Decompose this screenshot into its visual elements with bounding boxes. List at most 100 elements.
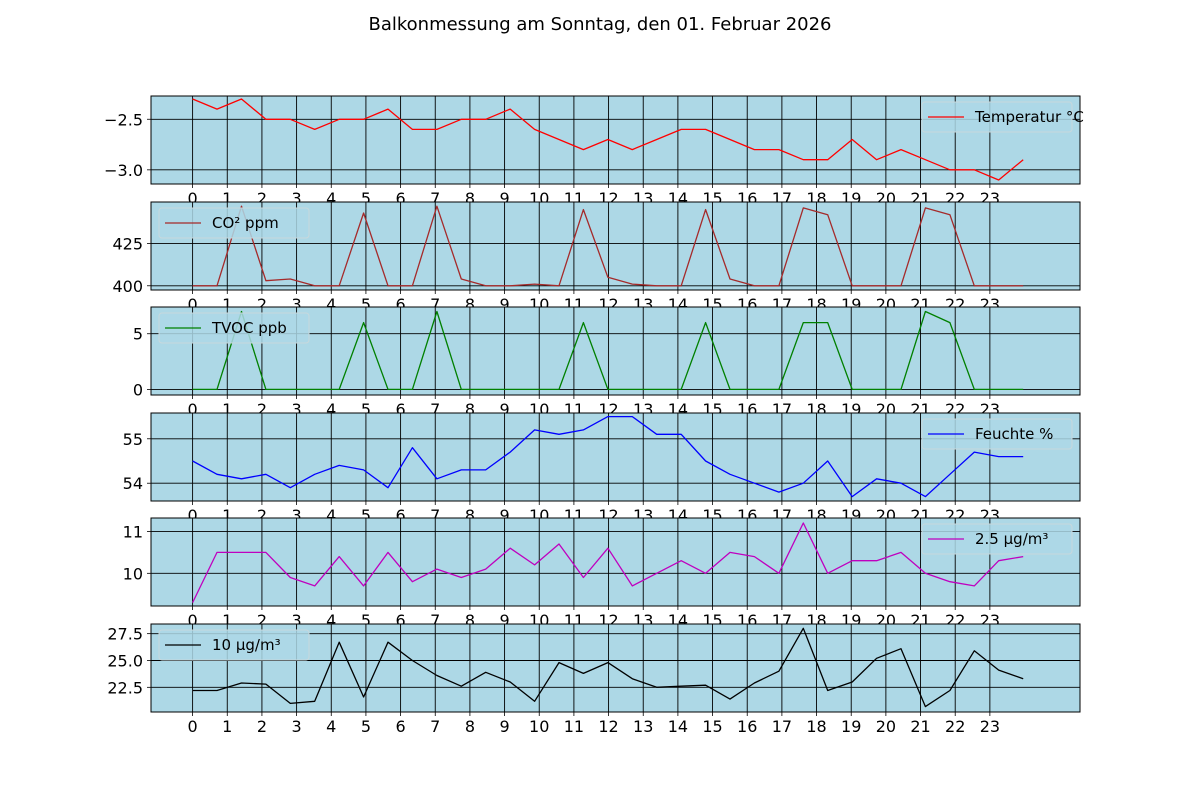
x-tick-label: 4 [326, 611, 336, 630]
x-tick-label: 1 [222, 189, 232, 208]
x-tick-label: 3 [291, 189, 301, 208]
x-tick-label: 7 [430, 189, 440, 208]
x-tick-label: 7 [430, 400, 440, 419]
x-tick-label: 22 [945, 717, 965, 736]
x-tick-label: 4 [326, 189, 336, 208]
legend: CO² ppm [158, 207, 310, 239]
x-tick-label: 8 [465, 717, 475, 736]
y-tick-label: 11 [123, 522, 143, 541]
x-tick-label: 0 [188, 400, 198, 419]
legend-label: CO² ppm [212, 214, 279, 232]
x-tick-label: 17 [772, 717, 792, 736]
x-tick-label: 15 [702, 717, 722, 736]
legend-box [921, 101, 1073, 133]
x-tick-label: 1 [222, 400, 232, 419]
axes-frame [150, 306, 1081, 396]
y-tick-label: 425 [112, 234, 143, 253]
x-tick-label: 21 [910, 717, 930, 736]
legend: 2.5 µg/m³ [921, 523, 1073, 555]
axes-frame [150, 201, 1081, 291]
legend-box [158, 207, 310, 239]
legend: Feuchte % [921, 418, 1073, 450]
y-tick-label: 25.0 [107, 651, 143, 670]
legend-label: TVOC ppb [211, 319, 287, 337]
x-tick-label: 9 [499, 189, 509, 208]
axes-frame [150, 623, 1081, 713]
y-tick-label: 54 [123, 474, 143, 493]
x-tick-label: 3 [291, 717, 301, 736]
legend-box [921, 523, 1073, 555]
x-tick-label: 5 [361, 400, 371, 419]
x-tick-label: 0 [188, 506, 198, 525]
x-tick-label: 3 [291, 400, 301, 419]
series-line [192, 205, 1024, 287]
y-tick-label: −2.5 [104, 110, 143, 129]
x-tick-label: 9 [499, 717, 509, 736]
x-tick-label: 1 [222, 717, 232, 736]
x-tick-label: 13 [633, 717, 653, 736]
x-tick-label: 12 [598, 717, 618, 736]
series-line [192, 627, 1024, 708]
y-tick-label: 55 [123, 430, 143, 449]
x-tick-label: 3 [291, 611, 301, 630]
x-tick-label: 4 [326, 400, 336, 419]
legend: Temperatur °C [921, 101, 1084, 133]
x-tick-label: 5 [361, 717, 371, 736]
x-tick-label: 0 [188, 611, 198, 630]
legend: 10 µg/m³ [158, 629, 310, 661]
y-tick-label: 22.5 [107, 678, 143, 697]
x-tick-label: 8 [465, 400, 475, 419]
x-tick-label: 5 [361, 295, 371, 314]
x-tick-label: 16 [737, 717, 757, 736]
subplot-4: 0 1 2 3 4 5 6 7 8 9 10 11 12 13 14 15 16 17 18 19 20 21 22 2355… [123, 412, 1081, 525]
axes-frame [150, 517, 1081, 607]
x-tick-label: 1 [222, 506, 232, 525]
x-tick-label: 2 [257, 400, 267, 419]
subplot-3: 0 1 2 3 4 5 6 7 8 9 10 11 12 13 14 15 16 17 18 19 20 21 22 2350… [133, 306, 1081, 419]
x-tick-label: 19 [841, 717, 861, 736]
x-tick-label: 23 [980, 717, 1000, 736]
x-tick-label: 8 [465, 611, 475, 630]
x-tick-label: 2 [257, 506, 267, 525]
series-line [192, 310, 1024, 391]
x-tick-label: 14 [668, 717, 688, 736]
x-tick-label: 18 [806, 717, 826, 736]
x-tick-label: 7 [430, 506, 440, 525]
subplot-2: 0 1 2 3 4 5 6 7 8 9 10 11 12 13 14 15 16 17 18 19 20 21 22 2342… [112, 201, 1081, 314]
figure-title: Balkonmessung am Sonntag, den 01. Februa… [368, 14, 831, 35]
x-tick-label: 7 [430, 611, 440, 630]
x-tick-label: 2 [257, 189, 267, 208]
x-tick-label: 4 [326, 506, 336, 525]
subplot-1: 0 1 2 3 4 5 6 7 8 9 10 11 12 13 14 15 16 17 18 19 20 21 22 23−2… [104, 95, 1084, 208]
series-line [192, 98, 1024, 181]
legend-label: Temperatur °C [974, 108, 1084, 126]
x-tick-label: 2 [257, 611, 267, 630]
x-tick-label: 11 [564, 717, 584, 736]
x-tick-label: 10 [529, 717, 549, 736]
x-tick-label: 8 [465, 506, 475, 525]
subplot-5: 0 1 2 3 4 5 6 7 8 9 10 11 12 13 14 15 16 17 18 19 20 21 22 2311… [123, 517, 1081, 630]
legend-label: Feuchte % [975, 425, 1053, 443]
x-tick-label: 2 [257, 717, 267, 736]
x-tick-label: 6 [395, 506, 405, 525]
x-tick-label: 9 [499, 506, 509, 525]
x-tick-label: 6 [395, 400, 405, 419]
legend-box [158, 312, 310, 344]
axes-frame [150, 95, 1081, 185]
x-tick-label: 6 [395, 295, 405, 314]
y-tick-label: 0 [133, 380, 143, 399]
x-tick-label: 6 [395, 611, 405, 630]
y-tick-label: 5 [133, 325, 143, 344]
x-tick-label: 4 [326, 717, 336, 736]
x-tick-label: 1 [222, 295, 232, 314]
axes-frame [150, 412, 1081, 502]
x-tick-label: 0 [188, 189, 198, 208]
x-tick-label: 20 [876, 717, 896, 736]
x-tick-label: 9 [499, 400, 509, 419]
x-tick-label: 8 [465, 295, 475, 314]
x-tick-label: 9 [499, 611, 509, 630]
y-tick-label: 27.5 [107, 625, 143, 644]
legend-box [921, 418, 1073, 450]
series-line [192, 415, 1024, 498]
x-tick-label: 7 [430, 295, 440, 314]
